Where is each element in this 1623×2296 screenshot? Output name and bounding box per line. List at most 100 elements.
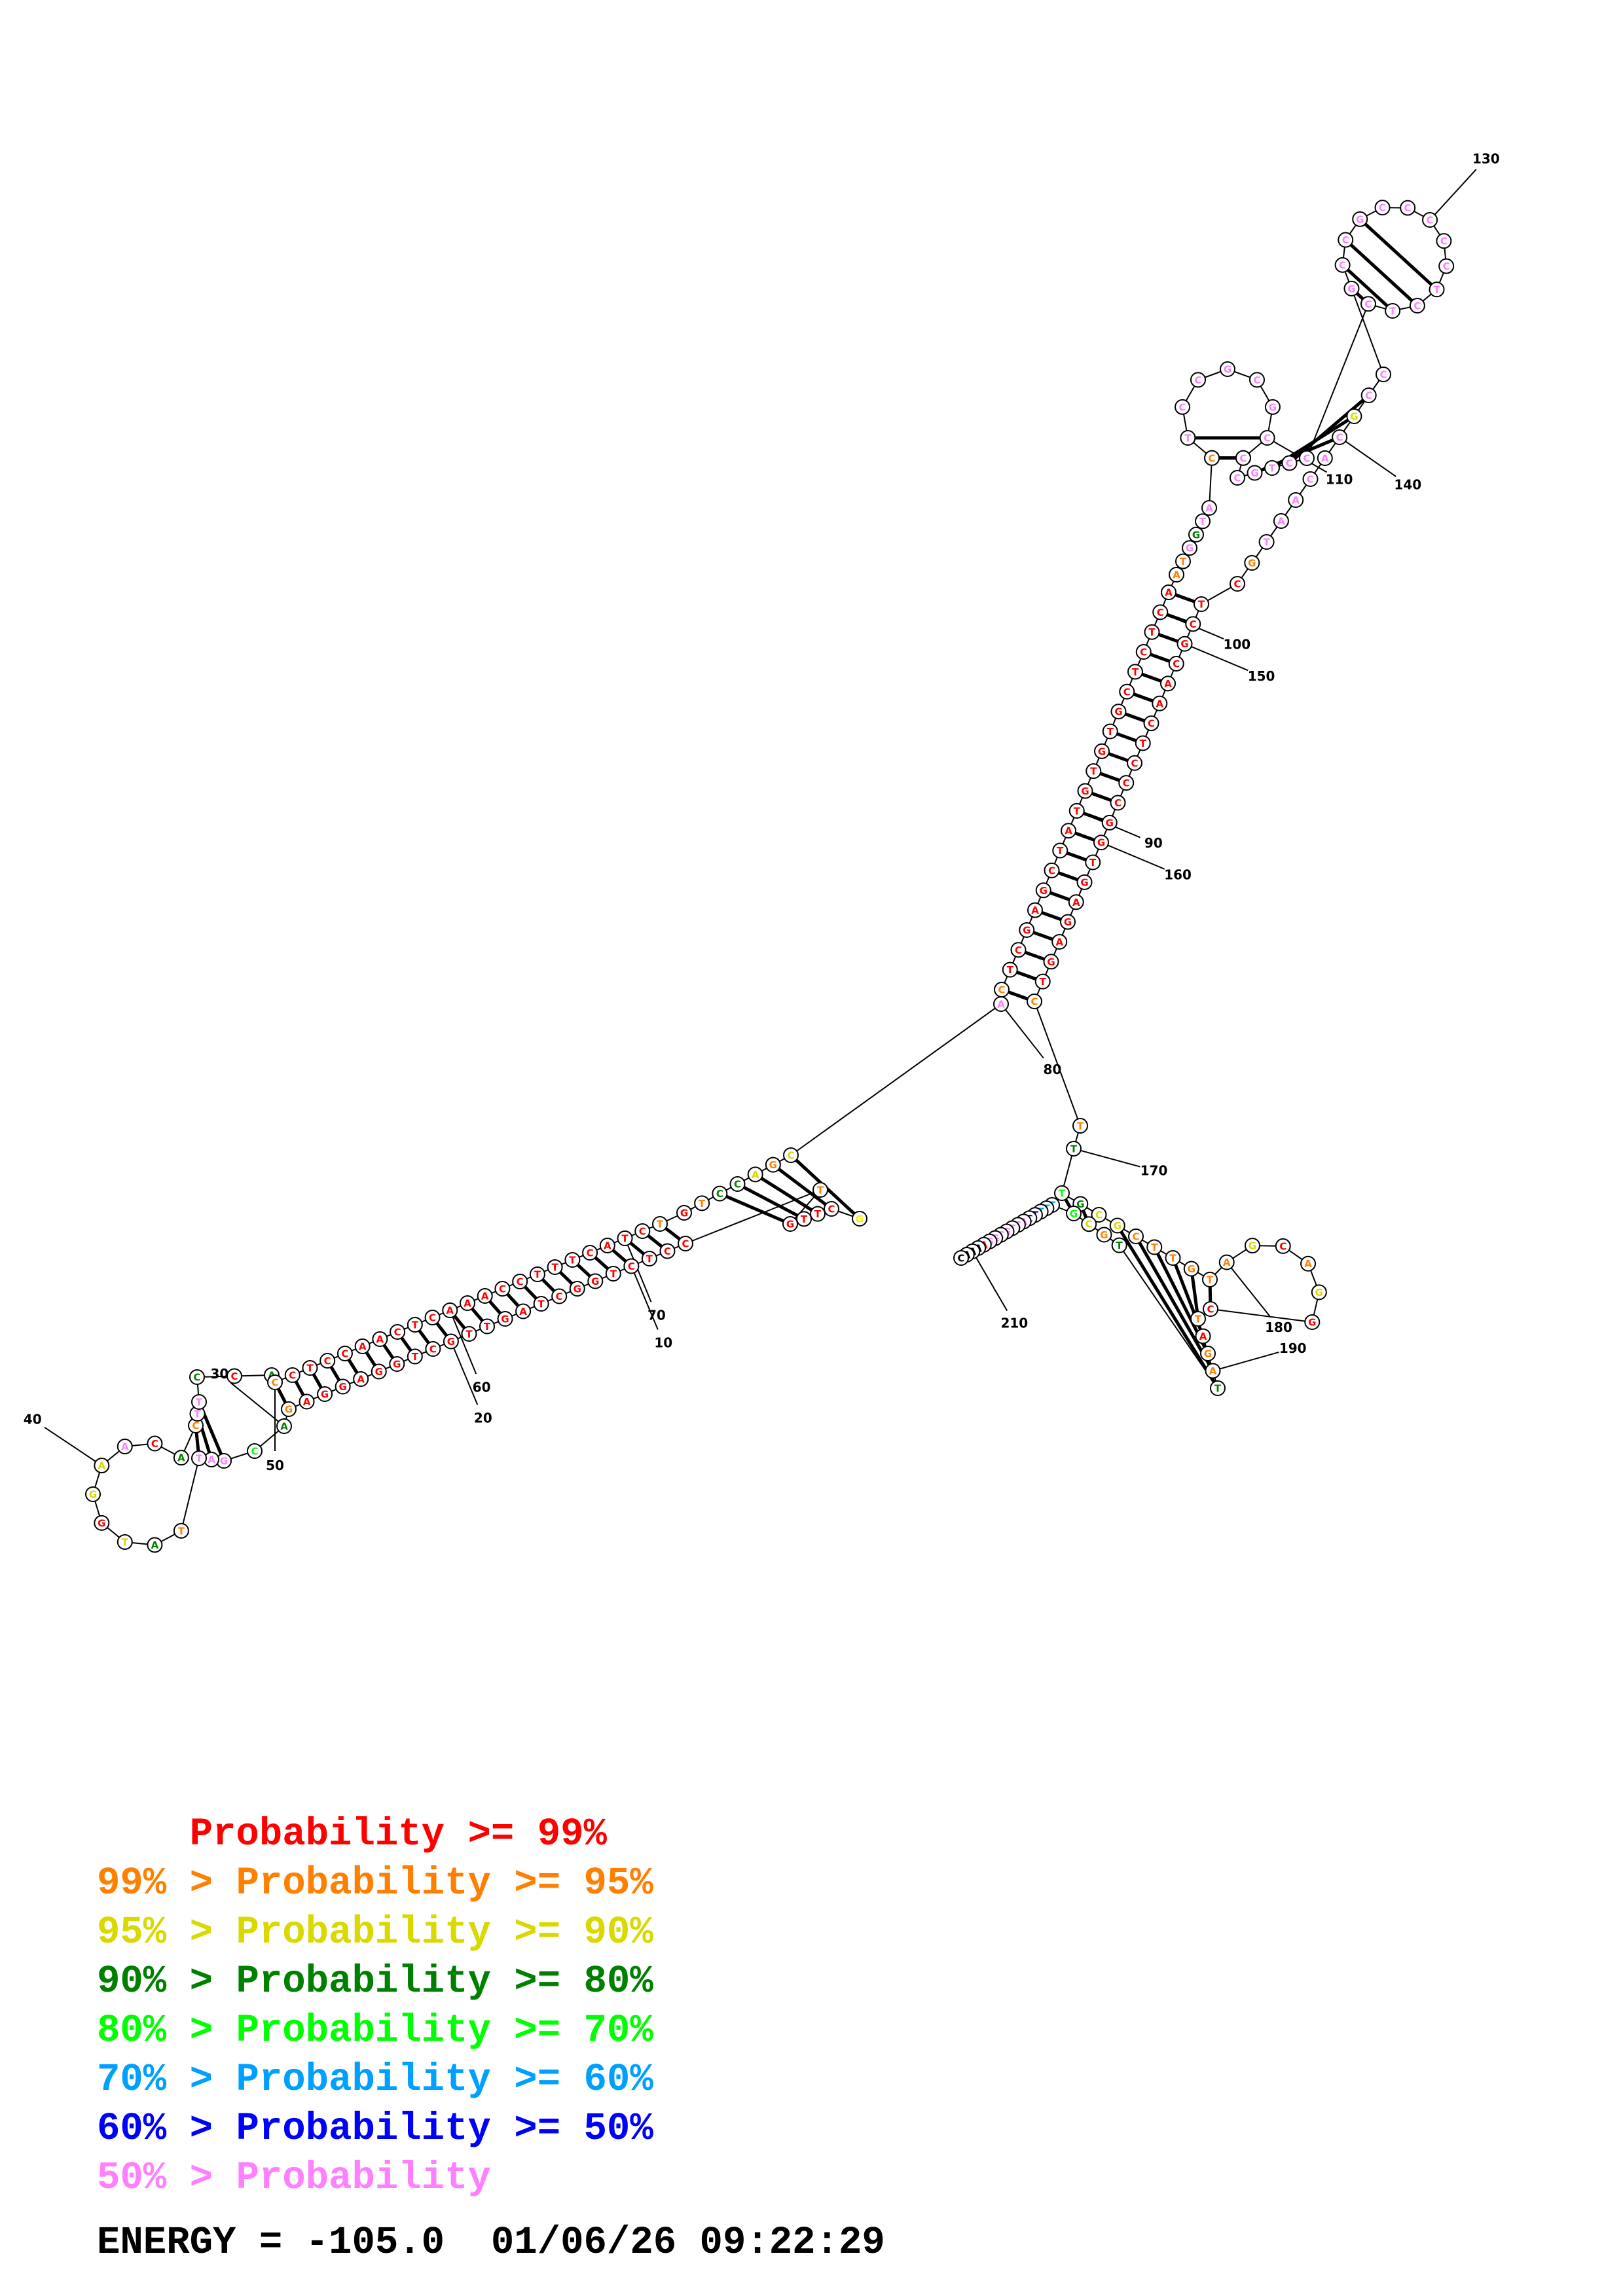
- nucleotide: A: [1152, 695, 1168, 711]
- nucleotide-letter: T: [657, 1219, 664, 1230]
- nucleotide-letter: C: [628, 1261, 635, 1272]
- nucleotide-letter: G: [501, 1314, 509, 1325]
- nucleotide: A: [1317, 450, 1333, 466]
- nucleotide-circle: [497, 1311, 513, 1327]
- nucleotide: C: [783, 1147, 799, 1163]
- nucleotide-letter: T: [569, 1255, 576, 1266]
- nucleotide-circle: [694, 1195, 710, 1211]
- nucleotide-circle: [1175, 553, 1191, 569]
- legend-text: Probability >= 95%: [236, 1861, 653, 1905]
- nucleotide-circle: [1360, 296, 1376, 312]
- base-pair-line: [1190, 1268, 1200, 1319]
- nucleotide: G: [1346, 408, 1362, 424]
- nucleotide-circle: [85, 1486, 101, 1502]
- nucleotide-letter: T: [1199, 516, 1207, 528]
- tick-label: 190: [1279, 1340, 1307, 1356]
- nucleotide-circle: [1034, 973, 1051, 990]
- nucleotide-letter: A: [1164, 678, 1172, 690]
- nucleotide-circle: [1002, 961, 1018, 978]
- nucleotide-circle: [852, 1211, 867, 1227]
- nucleotide: C: [623, 1258, 640, 1274]
- nucleotide: G: [1077, 783, 1093, 799]
- nucleotide-letter: T: [1263, 537, 1270, 548]
- nucleotide-circle: [1085, 763, 1102, 780]
- nucleotide-letter: A: [1292, 495, 1300, 507]
- nucleotide-letter: G: [338, 1381, 346, 1393]
- nucleotide-circle: [284, 1367, 301, 1383]
- nucleotide: A: [1169, 567, 1184, 583]
- nucleotide-letter: C: [324, 1355, 331, 1367]
- nucleotide: C: [824, 1201, 839, 1217]
- tick-label: 100: [1223, 637, 1250, 653]
- nucleotide: G: [1176, 636, 1193, 652]
- nucleotide-letter: C: [1157, 607, 1164, 619]
- nucleotide-letter: G: [574, 1283, 581, 1295]
- nucleotide: G: [765, 1157, 781, 1173]
- nucleotide-letter: G: [1114, 1220, 1122, 1232]
- legend-prefix: [97, 1812, 190, 1856]
- legend-text: Probability >= 80%: [236, 1960, 653, 2003]
- nucleotide: C: [494, 1281, 511, 1297]
- legend-prefix: 95%: [97, 1910, 190, 1954]
- nucleotide-letter: T: [646, 1253, 653, 1265]
- nucleotide-circle: [1258, 534, 1275, 550]
- nucleotide-circle: [1160, 675, 1176, 692]
- nucleotide-letter: C: [1339, 259, 1346, 271]
- nucleotide: T: [407, 1317, 423, 1333]
- nucleotide: T: [1052, 842, 1068, 859]
- tick-line: [972, 1251, 1008, 1312]
- nucleotide: C: [1203, 1301, 1218, 1317]
- nucleotide-letter: G: [447, 1336, 455, 1348]
- nucleotide-circle: [191, 1394, 207, 1410]
- backbone-segment: [1306, 303, 1369, 459]
- nucleotide: A: [1205, 1363, 1221, 1379]
- nucleotide-circle: [551, 1288, 568, 1304]
- nucleotide-circle: [1102, 723, 1118, 740]
- nucleotide-circle: [634, 1223, 651, 1239]
- nucleotide-letter: G: [1081, 785, 1089, 797]
- nucleotide: T: [529, 1266, 545, 1282]
- nucleotide-circle: [460, 1295, 475, 1311]
- nucleotide-circle: [1210, 1380, 1226, 1396]
- base-pair-line: [1341, 264, 1394, 312]
- nucleotide: C: [1190, 372, 1207, 388]
- nucleotide: G: [676, 1205, 692, 1221]
- nucleotide: C: [729, 1176, 746, 1192]
- nucleotide-circle: [1190, 372, 1207, 388]
- nucleotide: T: [1002, 961, 1018, 978]
- nucleotide-letter: G: [1080, 876, 1088, 888]
- nucleotide-letter: C: [1253, 374, 1260, 386]
- nucleotide: C: [1438, 258, 1455, 274]
- nucleotide-letter: C: [1404, 202, 1412, 214]
- nucleotide-letter: T: [1007, 964, 1014, 976]
- nucleotide-circle: [1128, 1229, 1144, 1244]
- nucleotide: T: [617, 1230, 633, 1246]
- nucleotide-letter: G: [1097, 837, 1105, 849]
- nucleotide: G: [1035, 882, 1051, 899]
- legend-prefix: 60%: [97, 2107, 190, 2151]
- nucleotide-circle: [1135, 644, 1152, 660]
- nucleotide: G: [782, 1216, 798, 1232]
- nucleotide-circle: [1081, 1216, 1097, 1232]
- nucleotide: G: [1244, 555, 1260, 571]
- nucleotide-circle: [953, 1250, 969, 1266]
- backbone-lines: [92, 207, 1448, 1546]
- nucleotide-letter: C: [1286, 457, 1293, 469]
- nucleotide: G: [569, 1281, 585, 1297]
- nucleotide: T: [1190, 1311, 1206, 1327]
- nucleotide: A: [1068, 894, 1084, 910]
- nucleotide: T: [1210, 1380, 1226, 1396]
- nucleotide-letter: T: [412, 1319, 419, 1331]
- nucleotide-circle: [337, 1346, 353, 1361]
- nucleotide-letter: C: [1030, 996, 1038, 1008]
- nucleotide: G: [1019, 922, 1035, 938]
- nucleotide: T: [1102, 723, 1118, 740]
- nucleotide-letter: A: [604, 1240, 611, 1252]
- nucleotide-circle: [1183, 1261, 1199, 1277]
- nucleotide-circle: [994, 982, 1010, 997]
- energy-value: ENERGY = -105.0: [97, 2221, 445, 2265]
- nucleotide-letter: T: [1195, 1314, 1202, 1325]
- position-tick-labels: 10 20 30 40 50 60 70 80 90 100 110 130 140 150 160 170 1…: [24, 151, 1500, 1473]
- nucleotide: T: [547, 1259, 563, 1275]
- nucleotide-circle: [390, 1324, 406, 1340]
